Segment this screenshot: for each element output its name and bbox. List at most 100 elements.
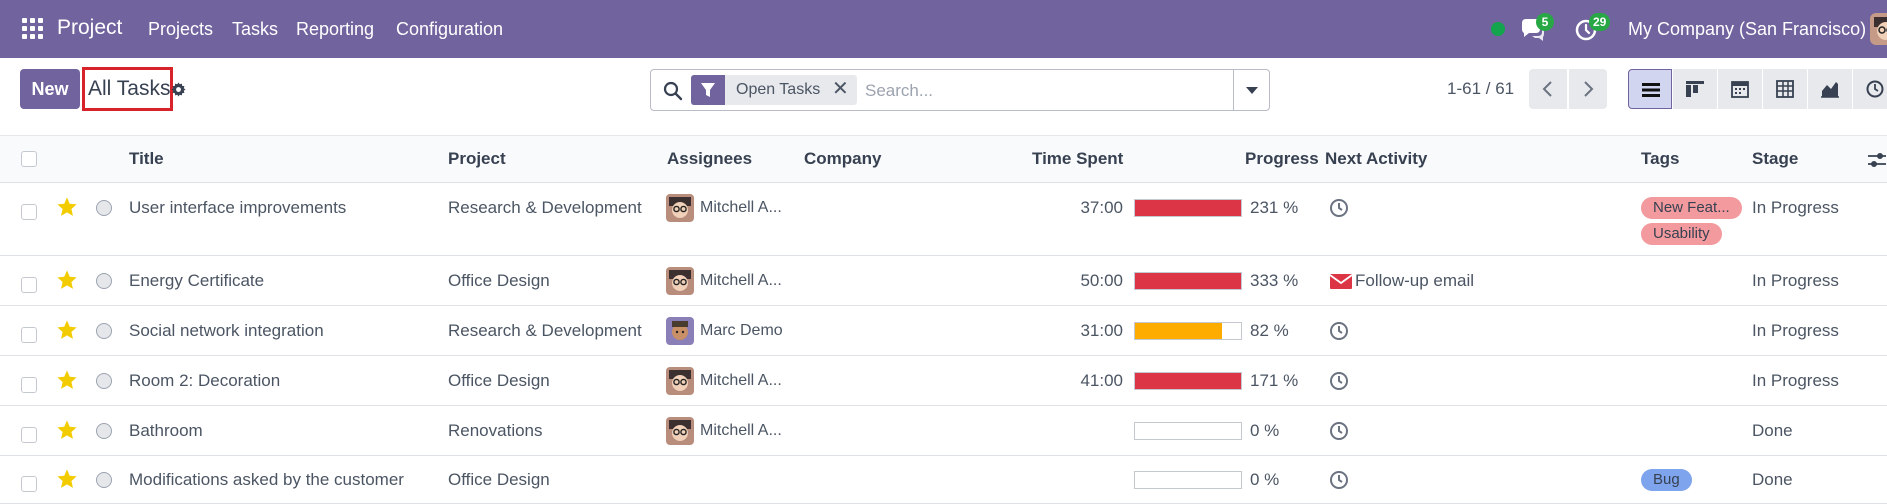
pager-value[interactable]: 1-61 / 61 xyxy=(1447,79,1515,98)
clock-icon[interactable] xyxy=(1329,371,1349,391)
task-title[interactable]: Room 2: Decoration xyxy=(129,371,281,390)
column-time-spent[interactable]: Time Spent xyxy=(1032,149,1124,168)
priority-star-icon[interactable] xyxy=(56,419,78,441)
task-project: Office Design xyxy=(448,371,550,390)
task-project: Research & Development xyxy=(448,321,642,340)
activity-view-button[interactable] xyxy=(1853,69,1887,109)
row-checkbox[interactable] xyxy=(21,377,37,393)
assignee-avatar[interactable] xyxy=(666,417,694,445)
row-checkbox[interactable] xyxy=(21,427,37,443)
assignee-avatar[interactable] xyxy=(666,367,694,395)
time-spent: 31:00 xyxy=(1080,321,1123,340)
pivot-view-button[interactable] xyxy=(1763,69,1807,109)
app-menu-icon[interactable] xyxy=(22,18,44,40)
progress-bar xyxy=(1134,422,1242,440)
task-state-icon[interactable] xyxy=(96,472,112,488)
search-icon[interactable] xyxy=(663,81,683,101)
task-stage: Done xyxy=(1752,421,1793,440)
column-assignees[interactable]: Assignees xyxy=(667,149,753,168)
search-input[interactable]: Search... xyxy=(865,81,934,100)
list-view-button[interactable] xyxy=(1628,69,1672,109)
task-state-icon[interactable] xyxy=(96,423,112,439)
column-next-activity[interactable]: Next Activity xyxy=(1325,149,1428,168)
facet-remove-icon[interactable]: ✕ xyxy=(832,78,849,100)
task-title[interactable]: Energy Certificate xyxy=(129,271,265,290)
clock-icon[interactable] xyxy=(1329,198,1349,218)
calendar-view-button[interactable] xyxy=(1718,69,1762,109)
view-title: All Tasks xyxy=(88,77,171,100)
email-activity-icon[interactable] xyxy=(1329,271,1353,291)
assignee-avatar[interactable] xyxy=(666,194,694,222)
column-title[interactable]: Title xyxy=(129,149,164,168)
messages-badge: 5 xyxy=(1536,13,1554,31)
task-state-icon[interactable] xyxy=(96,323,112,339)
priority-star-icon[interactable] xyxy=(56,468,78,490)
user-avatar[interactable] xyxy=(1870,13,1887,45)
tag-badge: Usability xyxy=(1641,223,1722,245)
progress-bar xyxy=(1134,322,1242,340)
row-checkbox[interactable] xyxy=(21,327,37,343)
column-project[interactable]: Project xyxy=(448,149,506,168)
task-title[interactable]: Modifications asked by the customer xyxy=(129,470,404,489)
progress-label: 82 % xyxy=(1250,321,1289,340)
online-status-icon xyxy=(1491,22,1505,36)
task-state-icon[interactable] xyxy=(96,273,112,289)
priority-star-icon[interactable] xyxy=(56,196,78,218)
graph-view-button[interactable] xyxy=(1808,69,1852,109)
task-state-icon[interactable] xyxy=(96,200,112,216)
row-checkbox[interactable] xyxy=(21,277,37,293)
table-row[interactable]: Modifications asked by the customer Offic… xyxy=(0,456,1887,504)
progress-fill xyxy=(1135,200,1241,216)
messages-icon[interactable] xyxy=(1518,15,1546,43)
priority-star-icon[interactable] xyxy=(56,269,78,291)
row-checkbox[interactable] xyxy=(21,204,37,220)
column-stage[interactable]: Stage xyxy=(1752,149,1799,168)
task-state-icon[interactable] xyxy=(96,373,112,389)
menu-reporting[interactable]: Reporting xyxy=(296,19,375,39)
kanban-view-button[interactable] xyxy=(1673,69,1717,109)
task-title[interactable]: User interface improvements xyxy=(129,198,347,217)
assignee-name: Marc Demo xyxy=(700,322,783,339)
menu-projects[interactable]: Projects xyxy=(148,19,214,39)
progress-label: 171 % xyxy=(1250,371,1299,390)
row-checkbox[interactable] xyxy=(21,476,37,492)
gear-icon[interactable] xyxy=(171,82,186,97)
table-row[interactable]: Room 2: Decoration Office Design Mitchell … xyxy=(0,356,1887,406)
task-title[interactable]: Bathroom xyxy=(129,421,203,440)
company-switcher[interactable]: My Company (San Francisco) xyxy=(1628,19,1867,39)
pager-next-button[interactable] xyxy=(1569,69,1607,109)
optional-columns-toggle-icon[interactable] xyxy=(1866,151,1887,169)
facet-label: Open Tasks xyxy=(736,81,821,98)
task-project: Renovations xyxy=(448,421,543,440)
search-options-toggle-icon[interactable] xyxy=(1246,87,1258,94)
new-button[interactable]: New xyxy=(20,69,80,109)
select-all-checkbox[interactable] xyxy=(21,151,37,167)
task-stage: In Progress xyxy=(1752,371,1839,390)
column-company[interactable]: Company xyxy=(804,149,882,168)
priority-star-icon[interactable] xyxy=(56,319,78,341)
task-title[interactable]: Social network integration xyxy=(129,321,324,340)
next-activity[interactable]: Follow-up email xyxy=(1355,271,1475,290)
table-row[interactable]: Energy Certificate Office Design Mitchell … xyxy=(0,256,1887,306)
assignee-avatar[interactable] xyxy=(666,317,694,345)
assignee-avatar[interactable] xyxy=(666,267,694,295)
table-row[interactable]: Bathroom Renovations Mitchell A... 0 % Done xyxy=(0,406,1887,456)
column-progress[interactable]: Progress xyxy=(1245,149,1319,168)
clock-icon[interactable] xyxy=(1329,321,1349,341)
time-spent: 50:00 xyxy=(1080,271,1123,290)
task-project: Office Design xyxy=(448,271,550,290)
menu-tasks[interactable]: Tasks xyxy=(232,19,279,39)
table-row[interactable]: User interface improvements Research & De… xyxy=(0,183,1887,256)
clock-icon[interactable] xyxy=(1329,470,1349,490)
table-row[interactable]: Social network integration Research & Dev… xyxy=(0,306,1887,356)
app-brand[interactable]: Project xyxy=(57,16,123,39)
pager-previous-button[interactable] xyxy=(1529,69,1567,109)
column-tags[interactable]: Tags xyxy=(1641,149,1680,168)
clock-icon[interactable] xyxy=(1329,421,1349,441)
progress-fill xyxy=(1135,323,1222,339)
progress-bar xyxy=(1134,372,1242,390)
progress-label: 333 % xyxy=(1250,271,1299,290)
assignee-name: Mitchell A... xyxy=(700,199,782,216)
priority-star-icon[interactable] xyxy=(56,369,78,391)
menu-configuration[interactable]: Configuration xyxy=(396,19,504,39)
